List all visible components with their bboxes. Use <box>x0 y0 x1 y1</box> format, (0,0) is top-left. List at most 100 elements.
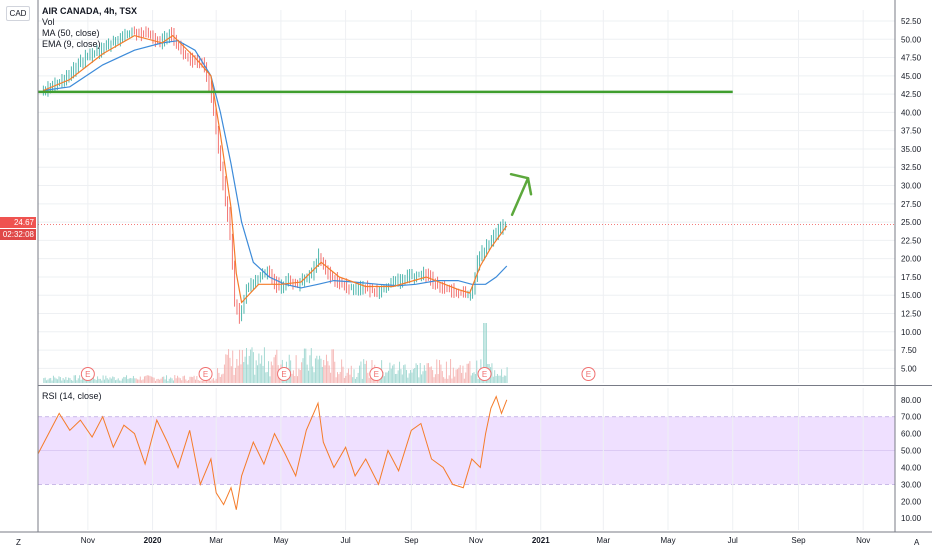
volume-bar <box>146 375 148 383</box>
earnings-marker <box>581 367 596 381</box>
volume-bar <box>248 355 250 383</box>
time-axis[interactable]: Nov 2020 Mar May Jul Sep Nov 2021 Mar May Jul Sep No… <box>81 536 871 545</box>
volume-bar <box>121 378 123 383</box>
price-tick-label: 27.50 <box>901 200 922 209</box>
volume-bar <box>177 375 179 383</box>
volume-bar <box>303 348 305 383</box>
symbol-title[interactable]: AIR CANADA, 4h, TSX <box>42 6 138 16</box>
volume-bar <box>94 379 96 383</box>
rsi-legend[interactable]: RSI (14, close) <box>42 391 102 401</box>
time-tick-label: 2020 <box>144 536 162 545</box>
volume-bar <box>400 369 402 383</box>
price-tick-label: 25.00 <box>901 218 922 227</box>
volume-bar <box>414 368 416 383</box>
volume-bar <box>182 376 184 383</box>
volume-bar <box>152 377 154 383</box>
volume-bar <box>339 371 341 383</box>
volume-bar <box>170 377 172 383</box>
up-arrow-annotation[interactable] <box>509 172 533 217</box>
volume-bar <box>124 377 126 383</box>
price-tick-label: 30.00 <box>901 182 922 191</box>
earnings-marker <box>477 367 492 381</box>
volume-bar <box>426 363 428 383</box>
volume-bar <box>357 372 359 383</box>
ema-series[interactable] <box>43 34 508 304</box>
volume-bar <box>430 366 432 383</box>
volume-bar <box>272 365 274 383</box>
volume-bar <box>172 380 174 383</box>
volume-bar <box>185 379 187 383</box>
price-tick-label: 35.00 <box>901 145 922 154</box>
volume-bar <box>135 378 137 383</box>
ma-series[interactable] <box>43 40 508 289</box>
volume-bar <box>324 365 326 383</box>
volume-bar <box>232 350 234 383</box>
price-tick-label: 10.00 <box>901 328 922 337</box>
volume-bar <box>388 370 390 383</box>
volume-bar <box>230 366 232 383</box>
volume-bar <box>502 376 504 383</box>
rsi-line <box>37 395 508 510</box>
volume-bar <box>142 379 144 383</box>
volume-bar <box>126 375 128 383</box>
volume-bar <box>325 354 327 383</box>
volume-bar <box>72 380 74 383</box>
volume-bar <box>495 376 497 383</box>
volume-bar <box>214 380 216 383</box>
volume-bar <box>261 355 263 383</box>
volume-bar <box>294 376 296 383</box>
volume-bar <box>120 380 122 383</box>
volume-bar <box>456 369 458 383</box>
rsi-axis[interactable]: 10.00 20.00 30.00 40.00 50.00 60.00 70.00 80.00 <box>901 396 922 523</box>
volume-bar <box>444 378 446 383</box>
volume-bar <box>306 364 308 383</box>
volume-bar <box>51 380 53 383</box>
volume-bar <box>447 378 449 383</box>
volume-bar <box>223 364 225 383</box>
auto-scale-button[interactable]: A <box>914 538 920 547</box>
volume-bar <box>212 378 214 383</box>
volume-bar <box>292 370 294 383</box>
legend-volume[interactable]: Vol <box>42 17 55 27</box>
rsi-band-fill <box>38 416 895 485</box>
volume-bar <box>441 371 443 383</box>
volume-bar <box>245 347 247 383</box>
earnings-marker <box>198 367 213 381</box>
zoom-button[interactable]: Z <box>16 538 21 547</box>
volume-bar <box>483 323 485 383</box>
volume-bar <box>115 380 117 383</box>
volume-bar <box>63 379 65 383</box>
volume-bar <box>57 379 59 383</box>
volume-bar <box>299 370 301 383</box>
volume-bar <box>421 374 423 383</box>
volume-bar <box>61 380 63 383</box>
volume-bar <box>163 376 165 383</box>
volume-bar <box>419 363 421 383</box>
volume-bar <box>75 375 77 383</box>
legend-ema[interactable]: EMA (9, close) <box>42 39 101 49</box>
volume-bar <box>79 375 81 383</box>
volume-bar <box>77 378 79 383</box>
volume-bar <box>310 348 312 383</box>
legend-ma[interactable]: MA (50, close) <box>42 28 100 38</box>
volume-bar <box>404 364 406 383</box>
volume-bar <box>103 379 105 383</box>
volume-bar <box>50 377 52 383</box>
chart-legend[interactable]: AIR CANADA, 4h, TSX Vol MA (50, close) E… <box>42 6 137 50</box>
rsi-series[interactable] <box>37 395 508 510</box>
price-axis[interactable]: 5.00 7.50 10.00 12.50 15.00 17.50 20.00 22.50 25… <box>901 17 922 373</box>
rsi-tick-label: 40.00 <box>901 463 922 472</box>
volume-bar <box>192 377 194 383</box>
volume-bar <box>228 349 230 383</box>
price-series[interactable] <box>38 26 895 324</box>
volume-bar <box>186 380 188 383</box>
volume-bar <box>58 376 60 383</box>
volume-bar <box>302 358 304 383</box>
price-tick-label: 5.00 <box>901 364 917 373</box>
currency-badge[interactable]: CAD <box>6 6 30 21</box>
volume-bar <box>95 380 97 383</box>
volume-bar <box>233 374 235 383</box>
volume-bar <box>345 375 347 383</box>
